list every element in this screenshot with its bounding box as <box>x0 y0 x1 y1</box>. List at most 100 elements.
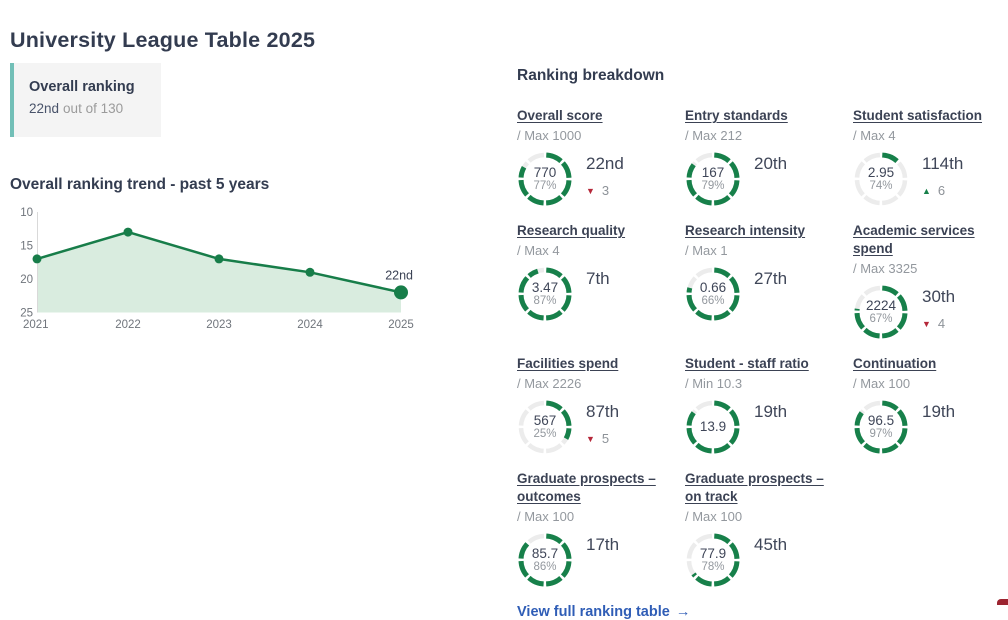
y-axis-tick: 20 <box>20 274 33 286</box>
metric-value: 3.47 <box>531 279 559 295</box>
metric-card: Student - staff ratio / Min 10.3 13.9 19… <box>685 355 840 455</box>
metric-rank-column: 114th ▲ 6 <box>922 151 963 207</box>
gauge-text: 3.47 87% <box>517 266 573 322</box>
metric-percent: 74% <box>869 180 893 193</box>
metric-value: 167 <box>701 164 725 180</box>
gauge-ring <box>685 266 741 322</box>
rank-change-indicator: ▼ 3 <box>586 183 624 198</box>
gauge-text: 2.95 74% <box>853 151 909 207</box>
gauge-ring <box>685 151 741 207</box>
x-axis-tick: 2022 <box>115 319 141 331</box>
metric-title-link[interactable]: Overall score <box>517 108 603 123</box>
metric-title-link[interactable]: Student satisfaction <box>853 108 983 123</box>
metric-gauge: 770 77% <box>517 151 573 207</box>
metric-value: 85.7 <box>531 545 559 561</box>
metric-rank: 27th <box>754 269 788 288</box>
metric-percent: 87% <box>533 295 557 308</box>
metric-value: 13.9 <box>699 419 727 435</box>
x-axis-tick: 2024 <box>297 319 323 331</box>
metric-rank-column: 19th <box>922 399 955 455</box>
metric-value: 2224 <box>865 297 897 313</box>
overall-rank-suffix: out of 130 <box>63 101 124 116</box>
ranking-breakdown-title: Ranking breakdown <box>517 67 665 84</box>
metric-title-link[interactable]: Research quality <box>517 223 626 238</box>
corner-floating-button[interactable] <box>997 599 1008 605</box>
metric-gauge: 2224 67% <box>853 284 909 340</box>
data-point-2023 <box>214 254 224 264</box>
last-point-annotation: 22nd <box>385 268 413 282</box>
metric-card: Academic services spend / Max 3325 2224 … <box>853 222 1008 340</box>
metric-percent: 79% <box>701 180 725 193</box>
view-full-ranking-table-link[interactable]: View full ranking table → <box>517 604 1008 620</box>
metric-title-link[interactable]: Entry standards <box>685 108 788 123</box>
metric-max-label: / Min 10.3 <box>685 376 743 391</box>
rank-change-indicator: ▼ 4 <box>922 316 955 331</box>
metric-gauge-row: 13.9 19th <box>685 399 840 455</box>
gauge-ring <box>853 151 909 207</box>
data-point-2024 <box>305 267 315 277</box>
metric-max-label: / Max 100 <box>517 509 575 524</box>
metric-gauge-row: 77.9 78% 45th <box>685 532 840 588</box>
metric-max-label: / Max 2226 <box>517 376 582 391</box>
rank-change-amount: 3 <box>601 183 610 198</box>
metric-percent: 77% <box>533 180 557 193</box>
rank-change-amount: 6 <box>937 183 946 198</box>
metric-rank: 87th <box>586 402 620 421</box>
metric-title-link[interactable]: Facilities spend <box>517 356 619 371</box>
metric-gauge: 167 79% <box>685 151 741 207</box>
metric-title-link[interactable]: Graduate prospects – on track <box>685 471 824 504</box>
metric-gauge: 3.47 87% <box>517 266 573 322</box>
data-point-2021 <box>32 254 42 264</box>
metric-rank: 45th <box>754 535 788 554</box>
metric-gauge: 96.5 97% <box>853 399 909 455</box>
metric-value: 567 <box>533 412 557 428</box>
metric-rank-column: 22nd ▼ 3 <box>586 151 624 207</box>
metric-percent: 67% <box>869 313 893 326</box>
gauge-text: 0.66 66% <box>685 266 741 322</box>
metric-title-link[interactable]: Research intensity <box>685 223 806 238</box>
gauge-ring <box>517 151 573 207</box>
right-arrow-icon: → <box>675 604 691 620</box>
metric-rank: 114th <box>922 154 964 173</box>
rank-change-arrow-icon: ▲ <box>922 185 931 196</box>
metric-gauge: 0.66 66% <box>685 266 741 322</box>
metric-title-link[interactable]: Academic services spend <box>853 223 975 256</box>
y-axis-tick: 15 <box>20 241 33 253</box>
rank-change-arrow-icon: ▼ <box>586 185 595 196</box>
metric-value: 0.66 <box>699 279 727 295</box>
metric-gauge-row: 2.95 74% 114th ▲ 6 <box>853 151 1008 207</box>
metric-rank: 22nd <box>586 154 624 173</box>
metric-gauge: 567 25% <box>517 399 573 455</box>
metric-title-link[interactable]: Continuation <box>853 356 937 371</box>
metric-rank: 20th <box>754 154 788 173</box>
metric-percent: 66% <box>701 295 725 308</box>
gauge-text: 13.9 <box>685 399 741 455</box>
data-point-2022 <box>123 227 133 237</box>
gauge-text: 2224 67% <box>853 284 909 340</box>
metric-rank: 19th <box>754 402 788 421</box>
metric-title-link[interactable]: Graduate prospects – outcomes <box>517 471 656 504</box>
metric-rank-column: 7th <box>586 266 610 322</box>
metric-title-link[interactable]: Student - staff ratio <box>685 356 809 371</box>
metric-gauge-row: 0.66 66% 27th <box>685 266 840 322</box>
gauge-text: 770 77% <box>517 151 573 207</box>
metric-gauge-row: 2224 67% 30th ▼ 4 <box>853 284 1008 340</box>
overall-ranking-value: 22nd out of 130 <box>29 101 161 116</box>
metric-rank: 7th <box>586 269 610 288</box>
metric-gauge: 85.7 86% <box>517 532 573 588</box>
x-axis-tick: 2025 <box>388 319 414 331</box>
metric-rank: 19th <box>922 402 956 421</box>
x-axis-tick: 2021 <box>23 319 49 331</box>
rank-change-arrow-icon: ▼ <box>922 318 931 329</box>
metric-rank-column: 27th <box>754 266 787 322</box>
metric-max-label: / Max 1000 <box>517 128 582 143</box>
metric-rank-column: 19th <box>754 399 787 455</box>
trend-chart-title: Overall ranking trend - past 5 years <box>10 175 270 193</box>
data-point-2025 <box>394 285 408 300</box>
page-title: University League Table 2025 <box>10 28 316 53</box>
metric-value: 2.95 <box>867 164 895 180</box>
metric-max-label: / Max 212 <box>685 128 743 143</box>
metric-value: 77.9 <box>699 545 727 561</box>
metric-rank-column: 17th <box>586 532 619 588</box>
metric-percent: 86% <box>533 561 557 574</box>
